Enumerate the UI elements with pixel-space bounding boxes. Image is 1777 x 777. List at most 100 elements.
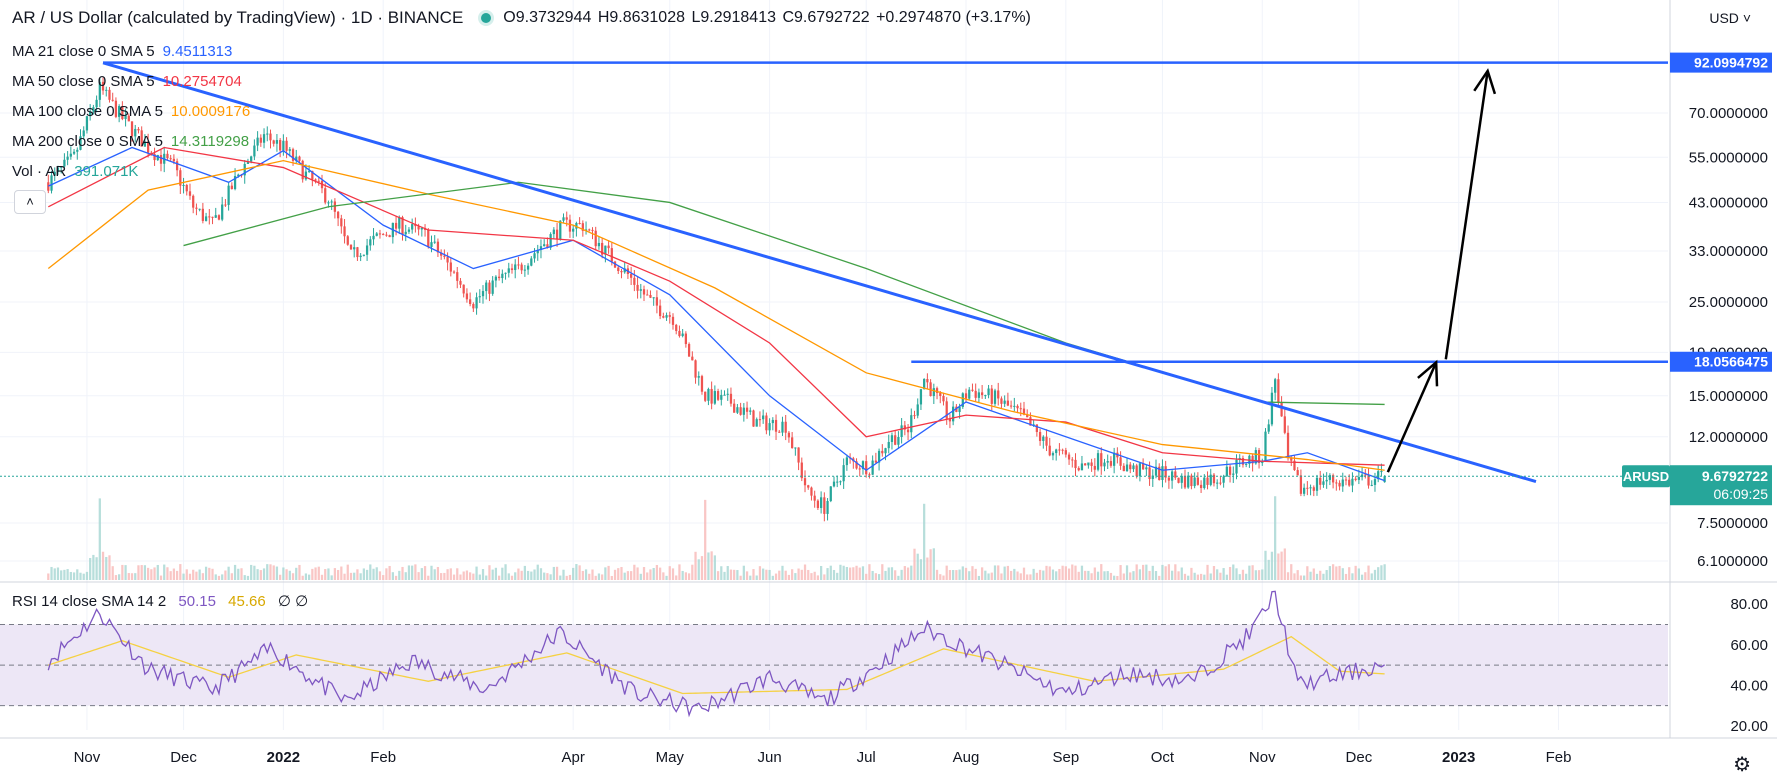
volume-bar xyxy=(1344,573,1348,580)
candle-body xyxy=(101,81,105,91)
candle-body xyxy=(755,419,758,427)
candle-body xyxy=(771,419,774,424)
volume-bar xyxy=(1380,565,1383,580)
last-price-label: 9.6792722 xyxy=(1702,468,1768,484)
volume-bar xyxy=(1219,572,1222,580)
candle-body xyxy=(964,393,968,399)
volume-bar xyxy=(1315,573,1319,580)
volume-bar xyxy=(481,569,485,580)
volume-bar xyxy=(1122,573,1125,580)
candle-body xyxy=(1148,467,1151,479)
candle-body xyxy=(1364,474,1367,476)
volume-bar xyxy=(66,569,69,580)
volume-bar xyxy=(1103,571,1106,580)
volume-bar xyxy=(681,570,684,580)
candle-body xyxy=(562,217,565,221)
volume-bar xyxy=(1280,551,1283,580)
volume-bar xyxy=(1019,573,1022,580)
rsi-legend[interactable]: RSI 14 close SMA 14 2 50.15 45.66 ∅ ∅ xyxy=(12,592,308,610)
volume-bar xyxy=(697,559,700,580)
volume-bar xyxy=(1377,567,1380,580)
candle-body xyxy=(1325,479,1328,482)
symbol-title[interactable]: AR / US Dollar (calculated by TradingVie… xyxy=(12,8,464,27)
candle-body xyxy=(977,392,981,398)
candle-body xyxy=(665,315,668,318)
x-tick-label: Apr xyxy=(562,749,585,766)
candle-body xyxy=(961,393,964,407)
indicator-ma21[interactable]: MA 21 close 0 SMA 5 9.4511313 xyxy=(12,43,232,60)
volume-bar xyxy=(546,573,549,580)
candle-body xyxy=(269,133,272,141)
volume-bar xyxy=(1125,565,1129,580)
volume-bar xyxy=(1032,568,1035,580)
volume-bar xyxy=(391,572,394,580)
candle-body xyxy=(678,330,681,337)
volume-bar xyxy=(1080,565,1084,580)
candle-body xyxy=(66,156,69,160)
candle-body xyxy=(85,116,89,131)
indicator-ma200[interactable]: MA 200 close 0 SMA 5 14.3119298 xyxy=(12,133,249,150)
volume-bar xyxy=(185,569,188,580)
indicator-ma50[interactable]: MA 50 close 0 SMA 5 10.2754704 xyxy=(12,73,242,90)
volume-bar xyxy=(678,564,681,580)
volume-bar xyxy=(414,564,417,580)
indicator-ma100[interactable]: MA 100 close 0 SMA 5 10.0009176 xyxy=(12,103,250,120)
volume-bar xyxy=(130,573,134,580)
chevron-up-icon[interactable]: ˄ xyxy=(14,190,46,214)
candle-body xyxy=(916,404,919,416)
volume-bar xyxy=(646,572,649,580)
volume-bar xyxy=(1145,564,1148,580)
candle-body xyxy=(375,233,378,236)
candle-body xyxy=(1000,398,1003,404)
volume-bar xyxy=(1038,569,1042,580)
candle-body xyxy=(1071,459,1074,461)
candle-body xyxy=(932,388,935,397)
volume-bar xyxy=(1360,574,1364,580)
volume-bar xyxy=(591,569,594,580)
volume-bar xyxy=(156,564,159,580)
close-value: C9.6792722 xyxy=(782,9,870,26)
volume-bar xyxy=(195,571,198,580)
candle-body xyxy=(237,174,240,177)
candle-body xyxy=(745,407,749,412)
candle-body xyxy=(369,239,372,246)
candle-body xyxy=(897,437,900,445)
volume-bar xyxy=(188,573,192,580)
volume-bar xyxy=(243,575,246,580)
candle-body xyxy=(1084,463,1087,466)
volume-bar xyxy=(1364,572,1367,580)
volume-bar xyxy=(533,569,536,580)
indicator-volume[interactable]: Vol · AR 391.071K xyxy=(12,163,138,180)
candle-body xyxy=(188,191,192,196)
moving-average-ma200 xyxy=(183,181,1385,406)
volume-bar xyxy=(507,573,510,580)
candle-body xyxy=(1216,482,1219,484)
gear-icon[interactable]: ⚙ xyxy=(1733,754,1751,776)
candle-body xyxy=(980,392,984,396)
candle-body xyxy=(134,128,137,137)
candle-body xyxy=(279,140,282,151)
volume-bar xyxy=(285,569,288,580)
volume-bar xyxy=(182,573,185,580)
volume-bar xyxy=(1235,568,1238,580)
volume-bar xyxy=(829,565,832,580)
candle-body xyxy=(340,218,343,227)
currency-selector[interactable]: USD ˅ xyxy=(1709,10,1751,26)
volume-bar xyxy=(1187,575,1190,580)
candle-body xyxy=(1087,462,1090,466)
volume-bar xyxy=(1177,571,1180,580)
candle-body xyxy=(143,141,147,147)
volume-bar xyxy=(1232,564,1235,580)
volume-bar xyxy=(613,569,617,580)
volume-bar xyxy=(771,575,774,580)
candle-body xyxy=(1026,414,1029,418)
moving-average-ma21 xyxy=(48,146,1385,482)
candle-body xyxy=(523,269,526,271)
indicator-value: 9.4511313 xyxy=(162,43,233,60)
volume-bar xyxy=(1106,571,1109,580)
volume-bar xyxy=(111,566,114,580)
rsi-sma-line xyxy=(48,635,1385,695)
candle-body xyxy=(308,170,311,172)
volume-bar xyxy=(172,568,176,580)
